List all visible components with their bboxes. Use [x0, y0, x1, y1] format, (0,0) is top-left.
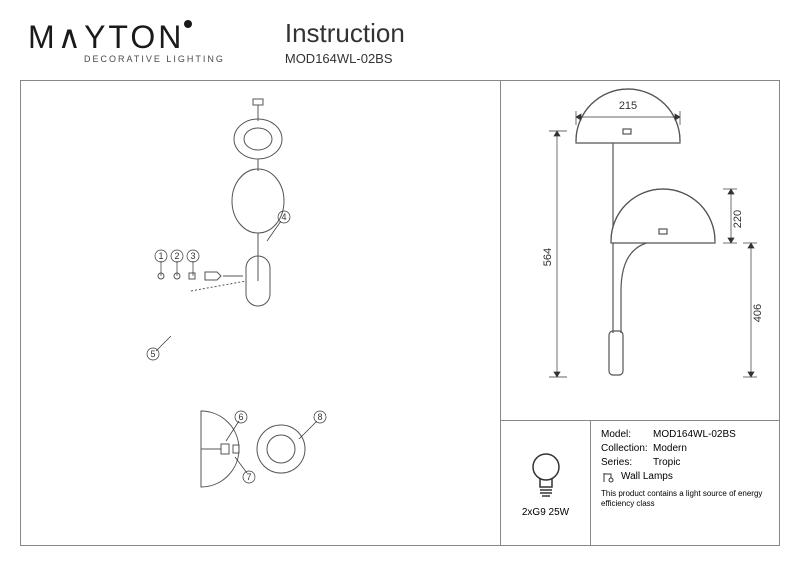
title-block: Instruction MOD164WL-02BS: [285, 18, 405, 66]
drawing-frame: 1 2 3 4 5 6 7 8: [20, 80, 780, 546]
series-value: Tropic: [653, 457, 680, 468]
collection-label: Collection:: [601, 443, 653, 454]
info-box: Model: MOD164WL-02BS Collection: Modern …: [591, 421, 779, 545]
callout-6: 6: [238, 412, 243, 422]
callout-1: 1: [158, 251, 163, 261]
callout-5: 5: [150, 349, 155, 359]
model-label: Model:: [601, 429, 653, 440]
brand-logo: M∧YTON DECORATIVE LIGHTING: [28, 18, 225, 64]
page-title: Instruction: [285, 18, 405, 49]
dim-220: 220: [732, 210, 744, 228]
brand-name: M∧YTON: [28, 18, 225, 56]
model-value: MOD164WL-02BS: [653, 429, 736, 440]
callout-8: 8: [317, 412, 322, 422]
callout-2: 2: [174, 251, 179, 261]
info-panel: 2xG9 25W Model: MOD164WL-02BS Collection…: [501, 421, 779, 545]
dimension-panel: 215 564 220 406: [501, 81, 779, 421]
assembly-diagram: 1 2 3 4 5 6 7 8: [21, 81, 501, 545]
assembly-panel: 1 2 3 4 5 6 7 8: [21, 81, 501, 545]
dimension-diagram: 215 564 220 406: [501, 81, 781, 421]
dim-406: 406: [752, 304, 764, 322]
dim-height: 564: [542, 248, 554, 266]
efficiency-note: This product contains a light source of …: [601, 489, 769, 510]
collection-value: Modern: [653, 443, 687, 454]
model-number: MOD164WL-02BS: [285, 51, 405, 66]
bulb-spec: 2xG9 25W: [522, 507, 569, 518]
dim-width: 215: [619, 100, 637, 112]
callout-7: 7: [246, 472, 251, 482]
brand-tagline: DECORATIVE LIGHTING: [84, 54, 225, 64]
series-label: Series:: [601, 457, 653, 468]
header: M∧YTON DECORATIVE LIGHTING Instruction M…: [0, 0, 800, 74]
callout-3: 3: [190, 251, 195, 261]
bulb-box: 2xG9 25W: [501, 421, 591, 545]
bulb-icon: [528, 449, 564, 503]
callout-4: 4: [281, 212, 286, 222]
lamp-icon: [601, 471, 617, 483]
category-value: Wall Lamps: [621, 471, 673, 483]
